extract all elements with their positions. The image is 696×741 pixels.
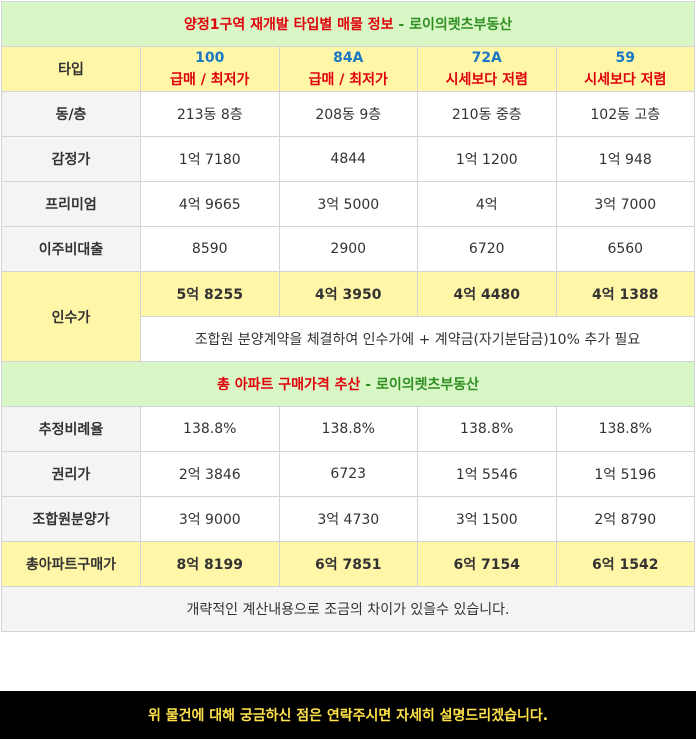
table-title: 양정1구역 재개발 타입별 매물 정보 - 로이의렛츠부동산 [0,1,696,47]
section-title-agency: 로이의렛츠부동산 [376,377,480,393]
row-label: 추정비례율 [1,406,141,452]
type-name: 59 [615,50,636,66]
acquisition-value: 4억 3950 [278,271,418,317]
row-label: 동/층 [1,91,141,137]
section-title: 총 아파트 구매가격 추산 - 로이의렛츠부동산 [0,361,696,407]
type-header-row: 타입 100 급매 / 최저가 84A 급매 / 최저가 72A 시세보다 저렴 59… [1,46,696,92]
table-row: 추정비례율 138.8% 138.8% 138.8% 138.8% [1,406,696,452]
table-cell: 6720 [417,226,557,272]
table-row: 동/층 213동 8층 208동 9층 210동 중층 102동 고층 [1,91,696,137]
acquisition-label: 인수가 [1,271,141,362]
type-header-cell: 72A 시세보다 저렴 [417,46,557,92]
table-cell: 3억 5000 [278,181,418,227]
table-cell: 4억 [417,181,557,227]
total-label: 총아파트구매가 [1,541,141,587]
total-value: 6억 7851 [278,541,418,587]
table-cell: 1억 5546 [417,451,557,497]
total-value: 6억 1542 [555,541,696,587]
table-cell: 1억 1200 [417,136,557,182]
table-cell: 2억 8790 [555,496,696,542]
row-label: 이주비대출 [1,226,141,272]
acquisition-note-row: 조합원 분양계약을 체결하여 인수가에 + 계약금(자기분담금)10% 추가 필… [2,316,696,362]
table-cell: 2900 [278,226,418,272]
table-row: 감정가 1억 7180 4844 1억 1200 1억 948 [1,136,696,182]
row-label: 감정가 [1,136,141,182]
table-cell: 2억 3846 [140,451,280,497]
table-cell: 213동 8층 [140,91,280,137]
table-row: 권리가 2억 3846 6723 1억 5546 1억 5196 [1,451,696,497]
section-title-sep: - [360,377,376,393]
table-row: 조합원분양가 3억 9000 3억 4730 3억 1500 2억 8790 [1,496,696,542]
table-cell: 4844 [278,136,418,182]
table-cell: 4억 9665 [140,181,280,227]
table-cell: 6560 [555,226,696,272]
type-name: 84A [333,50,364,66]
table-cell: 3억 7000 [555,181,696,227]
type-header-cell: 100 급매 / 최저가 [140,46,280,92]
type-tag: 급매 / 최저가 [308,72,388,88]
table-cell: 138.8% [555,406,696,452]
table-cell: 1억 7180 [140,136,280,182]
table-cell: 3억 4730 [278,496,418,542]
table-cell: 6723 [278,451,418,497]
table-cell: 138.8% [417,406,557,452]
type-name: 72A [471,50,502,66]
contact-banner-text: 위 물건에 대해 궁금하신 점은 연락주시면 자세히 설명드리겠습니다. [147,708,549,724]
table-title-agency: 로이의렛츠부동산 [409,17,513,33]
type-header-cell: 84A 급매 / 최저가 [278,46,418,92]
table-cell: 102동 고층 [555,91,696,137]
row-label: 프리미엄 [1,181,141,227]
acquisition-value: 4억 1388 [555,271,696,317]
type-tag: 급매 / 최저가 [170,72,250,88]
table-cell: 3억 1500 [417,496,557,542]
table-cell: 3억 9000 [140,496,280,542]
row-label: 권리가 [1,451,141,497]
table-cell: 208동 9층 [278,91,418,137]
table-title-sep: - [393,17,410,33]
row-label: 조합원분양가 [1,496,141,542]
table-cell: 138.8% [140,406,280,452]
type-header-cell: 59 시세보다 저렴 [555,46,696,92]
disclaimer: 개략적인 계산내용으로 조금의 차이가 있을수 있습니다. [0,586,696,632]
table-title-main: 양정1구역 재개발 타입별 매물 정보 [183,17,394,33]
acquisition-value: 5억 8255 [140,271,280,317]
acquisition-row: 인수가 5억 8255 4억 3950 4억 4480 4억 1388 [1,271,696,362]
table-cell: 1억 948 [555,136,696,182]
total-value: 8억 8199 [140,541,280,587]
table-cell: 210동 중층 [417,91,557,137]
type-tag: 시세보다 저렴 [445,72,528,88]
total-value: 6억 7154 [417,541,557,587]
table-cell: 8590 [140,226,280,272]
table-cell: 138.8% [278,406,418,452]
type-label: 타입 [1,46,141,92]
table-row: 이주비대출 8590 2900 6720 6560 [1,226,696,272]
contact-banner: 위 물건에 대해 궁금하신 점은 연락주시면 자세히 설명드리겠습니다. [0,691,696,739]
property-info-table: 양정1구역 재개발 타입별 매물 정보 - 로이의렛츠부동산 타입 100 급매 … [0,1,696,632]
total-row: 총아파트구매가 8억 8199 6억 7851 6억 7154 6억 1542 [1,541,696,587]
table-row: 프리미엄 4억 9665 3억 5000 4억 3억 7000 [1,181,696,227]
type-name: 100 [195,50,225,66]
type-tag: 시세보다 저렴 [584,72,667,88]
table-cell: 1억 5196 [555,451,696,497]
acquisition-value: 4억 4480 [417,271,557,317]
section-title-main: 총 아파트 구매가격 추산 [217,377,361,393]
acquisition-note: 조합원 분양계약을 체결하여 인수가에 + 계약금(자기분담금)10% 추가 필… [139,316,696,362]
